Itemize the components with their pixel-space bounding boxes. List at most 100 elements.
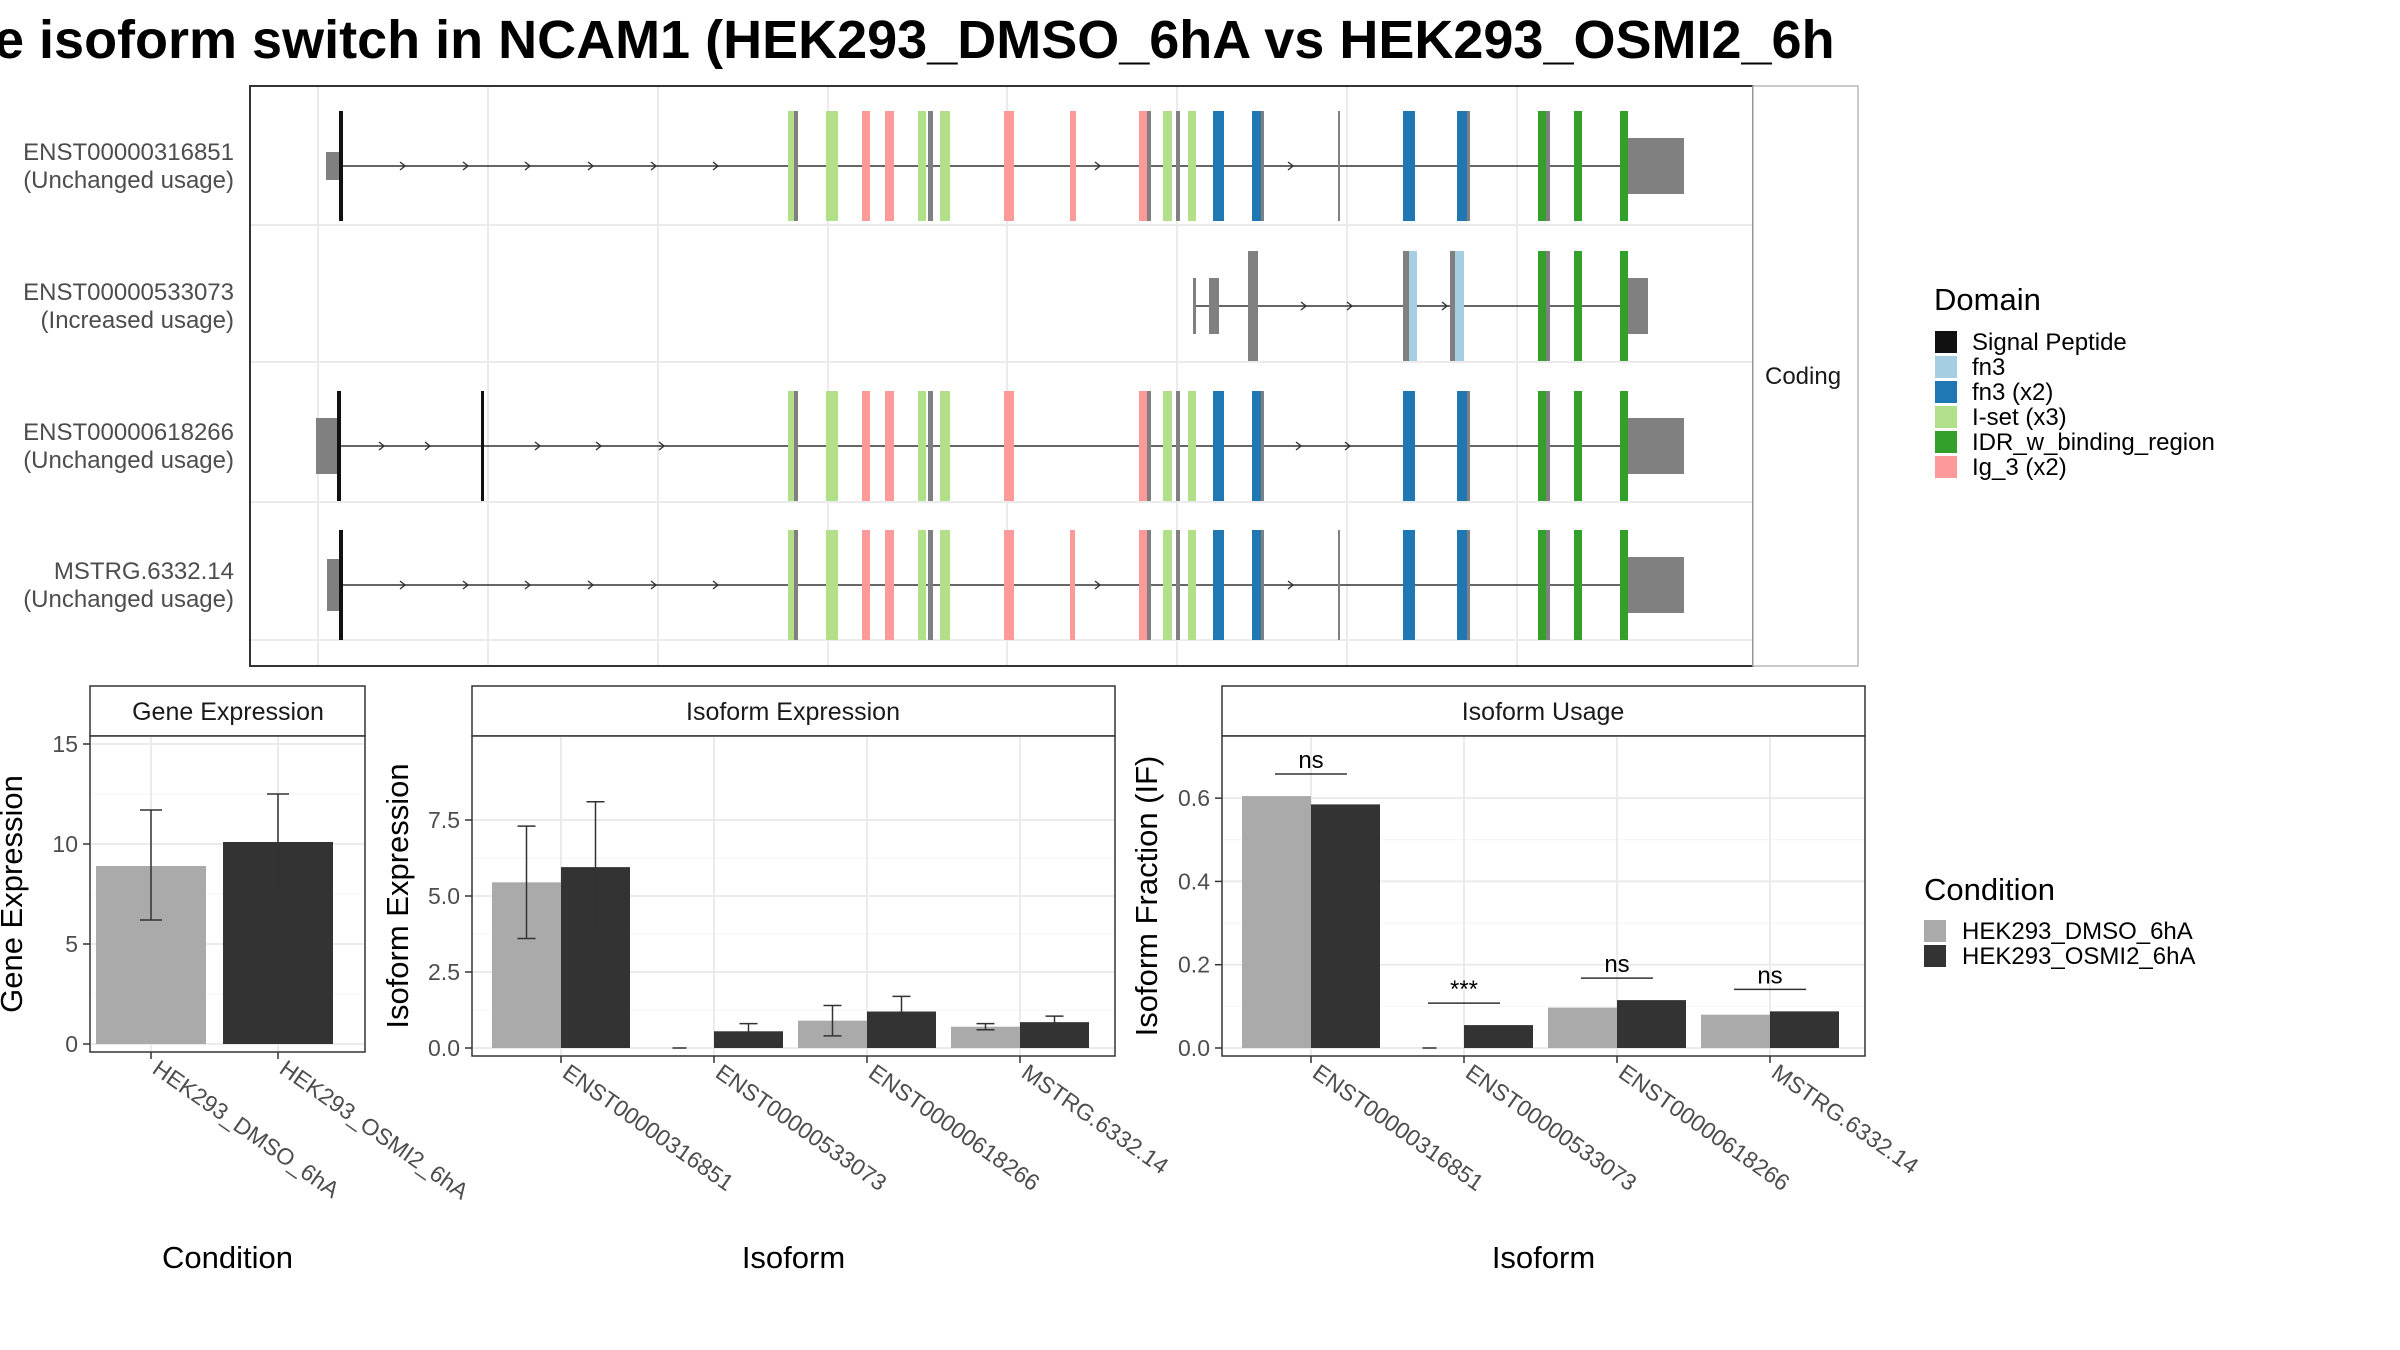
strand-arrow xyxy=(658,441,666,451)
exon-block xyxy=(1467,391,1470,501)
exon-block xyxy=(1457,391,1467,501)
exon-block xyxy=(788,111,794,221)
y-tick-label: 7.5 xyxy=(428,807,460,833)
facet-strip-label: Coding xyxy=(1765,363,1841,390)
exon-block xyxy=(1188,111,1196,221)
exon-block xyxy=(1574,251,1582,361)
exon-block xyxy=(1409,251,1417,361)
exon-block xyxy=(481,391,484,501)
significance-label: ns xyxy=(1298,747,1323,774)
utr-exon xyxy=(316,418,337,474)
exon-block xyxy=(1147,111,1151,221)
condition-legend-swatch xyxy=(1924,920,1946,942)
exon-block xyxy=(1147,391,1151,501)
exon-block xyxy=(1163,111,1172,221)
panel-title: Isoform Expression xyxy=(686,698,900,726)
exon-block xyxy=(1338,530,1340,640)
exon-block xyxy=(1252,530,1261,640)
condition-legend-swatch xyxy=(1924,945,1946,967)
exon-block xyxy=(1455,251,1464,361)
exon-block xyxy=(1574,530,1582,640)
strand-arrow xyxy=(424,441,432,451)
exon-block xyxy=(940,111,950,221)
exon-block xyxy=(339,530,343,640)
exon-block xyxy=(1261,111,1264,221)
panel-strip xyxy=(1221,685,1866,737)
structure-panel-frame xyxy=(249,85,1754,667)
utr-exon xyxy=(1628,557,1684,613)
transcript-status-label: (Unchanged usage) xyxy=(23,447,234,474)
exon-block xyxy=(1252,111,1261,221)
page-title: e isoform switch in NCAM1 (HEK293_DMSO_6… xyxy=(0,10,1835,70)
condition-legend-label: HEK293_DMSO_6hA xyxy=(1962,918,2193,945)
bar xyxy=(1311,804,1380,1048)
y-tick-label: 5 xyxy=(65,931,78,957)
domain-legend-swatch xyxy=(1935,406,1957,428)
bar xyxy=(1548,1007,1617,1048)
exon-block xyxy=(1004,530,1014,640)
condition-legend-title: Condition xyxy=(1924,872,2055,907)
exon-block xyxy=(1620,391,1628,501)
transcript-id-label: ENST00000618266 xyxy=(23,419,234,446)
exon-block xyxy=(1467,530,1470,640)
exon-block xyxy=(862,391,870,501)
exon-block xyxy=(862,530,870,640)
domain-legend-swatch xyxy=(1935,356,1957,378)
exon-block xyxy=(826,111,838,221)
exon-block xyxy=(794,111,798,221)
exon-block xyxy=(339,111,343,221)
exon-block xyxy=(918,530,926,640)
transcript-status-label: (Unchanged usage) xyxy=(23,586,234,613)
exon-block xyxy=(1457,530,1467,640)
exon-block xyxy=(1261,530,1264,640)
x-tick-label: MSTRG.6332.14 xyxy=(1767,1059,1923,1179)
y-tick-label: 0.0 xyxy=(1178,1035,1210,1061)
exon-block xyxy=(1248,251,1258,361)
bar xyxy=(1701,1014,1770,1048)
transcript-id-label: MSTRG.6332.14 xyxy=(54,558,234,585)
transcript-id-label: ENST00000316851 xyxy=(23,139,234,166)
exon-block xyxy=(1538,530,1546,640)
strand-arrow xyxy=(524,161,532,171)
domain-legend-label: fn3 xyxy=(1972,354,2005,381)
exon-block xyxy=(1403,251,1409,361)
y-tick-label: 10 xyxy=(52,831,78,857)
significance-label: ns xyxy=(1604,951,1629,978)
exon-block xyxy=(1338,111,1340,221)
exon-block xyxy=(1538,251,1546,361)
transcript-id-label: ENST00000533073 xyxy=(23,279,234,306)
strand-arrow xyxy=(1094,580,1102,590)
bar xyxy=(1464,1025,1533,1048)
y-axis-label: Isoform Fraction (IF) xyxy=(1129,756,1164,1037)
utr-exon xyxy=(1628,138,1684,194)
y-tick-label: 0.2 xyxy=(1178,952,1210,978)
strand-arrow xyxy=(650,580,658,590)
domain-legend-label: Ig_3 (x2) xyxy=(1972,454,2067,481)
domain-legend-swatch xyxy=(1935,381,1957,403)
exon-block xyxy=(862,111,870,221)
y-tick-label: 15 xyxy=(52,731,78,757)
x-axis-label: Isoform xyxy=(742,1240,845,1275)
strand-arrow xyxy=(650,161,658,171)
domain-legend-swatch xyxy=(1935,456,1957,478)
exon-block xyxy=(1004,111,1014,221)
exon-block xyxy=(940,391,950,501)
exon-block xyxy=(1538,391,1546,501)
condition-legend-label: HEK293_OSMI2_6hA xyxy=(1962,943,2195,970)
strand-arrow xyxy=(595,441,603,451)
exon-block xyxy=(1620,530,1628,640)
domain-legend-title: Domain xyxy=(1934,282,2041,317)
bar xyxy=(1770,1011,1839,1048)
exon-block xyxy=(1139,111,1147,221)
transcript-track xyxy=(326,111,1684,221)
strand-arrow xyxy=(1295,441,1303,451)
y-tick-label: 5.0 xyxy=(428,883,460,909)
exon-block xyxy=(1209,278,1219,334)
exon-block xyxy=(1139,530,1147,640)
exon-block xyxy=(940,530,950,640)
transcript-structure-panel: ENST00000316851(Unchanged usage)ENST0000… xyxy=(23,85,1859,667)
strand-arrow xyxy=(587,161,595,171)
bar xyxy=(1242,796,1311,1048)
